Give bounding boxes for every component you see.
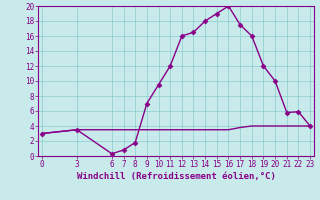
X-axis label: Windchill (Refroidissement éolien,°C): Windchill (Refroidissement éolien,°C) [76, 172, 276, 181]
